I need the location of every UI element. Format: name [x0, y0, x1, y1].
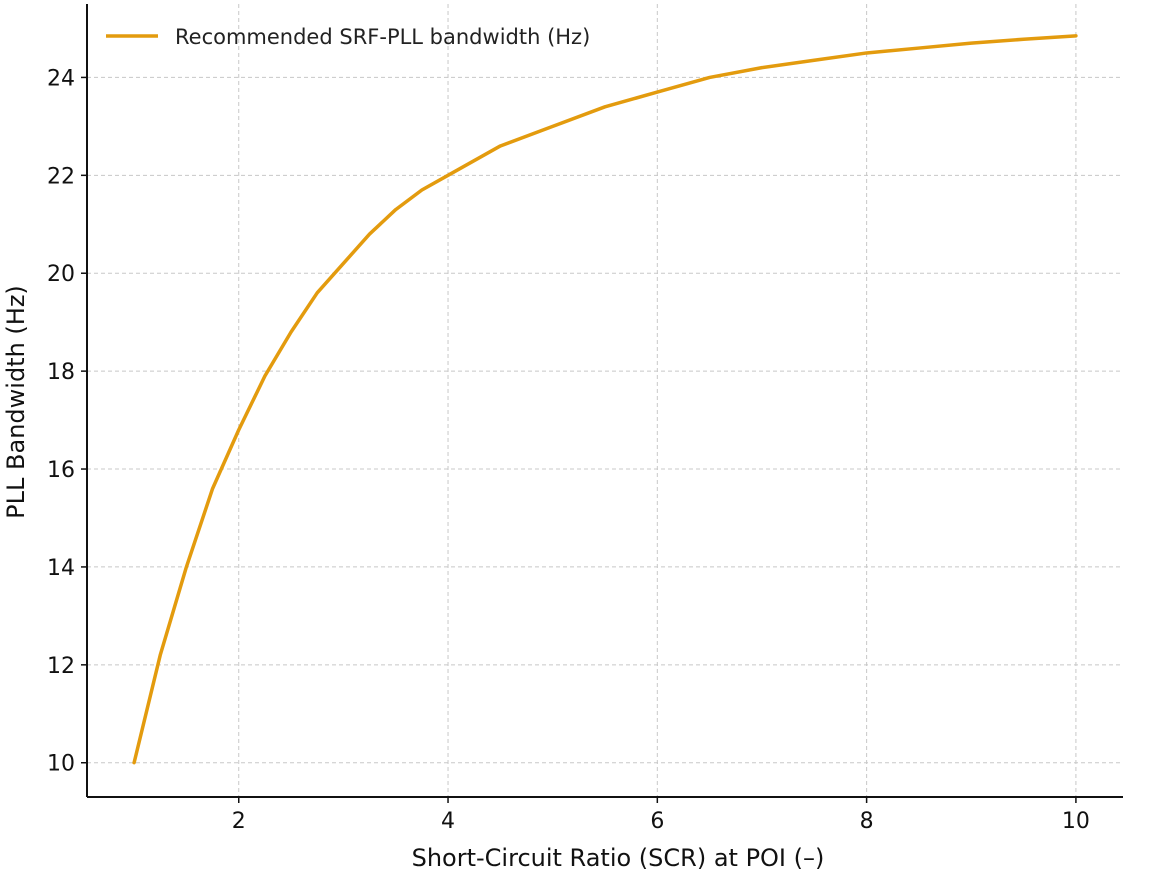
y-tick-label: 20 [47, 262, 75, 287]
x-tick-label: 2 [232, 809, 246, 834]
series-line [132, 34, 1078, 765]
x-tick-label: 10 [1062, 809, 1090, 834]
y-axis-label: PLL Bandwidth (Hz) [2, 285, 30, 519]
y-tick-label: 10 [47, 752, 75, 777]
legend-label: Recommended SRF-PLL bandwidth (Hz) [175, 25, 590, 49]
x-axis-label: Short-Circuit Ratio (SCR) at POI (–) [412, 844, 825, 872]
y-tick-label: 24 [47, 66, 75, 91]
y-tick-label: 18 [47, 360, 75, 385]
y-tick-label: 22 [47, 164, 75, 189]
x-tick-label: 4 [441, 809, 455, 834]
grid-layer [87, 4, 1123, 797]
series-layer [132, 34, 1078, 765]
legend: Recommended SRF-PLL bandwidth (Hz) [106, 25, 590, 49]
axes-layer [86, 4, 1123, 798]
x-tick-label: 8 [860, 809, 874, 834]
y-tick-label: 16 [47, 458, 75, 483]
y-tick-label: 14 [47, 556, 75, 581]
y-tick-label: 12 [47, 654, 75, 679]
x-tick-label: 6 [650, 809, 664, 834]
